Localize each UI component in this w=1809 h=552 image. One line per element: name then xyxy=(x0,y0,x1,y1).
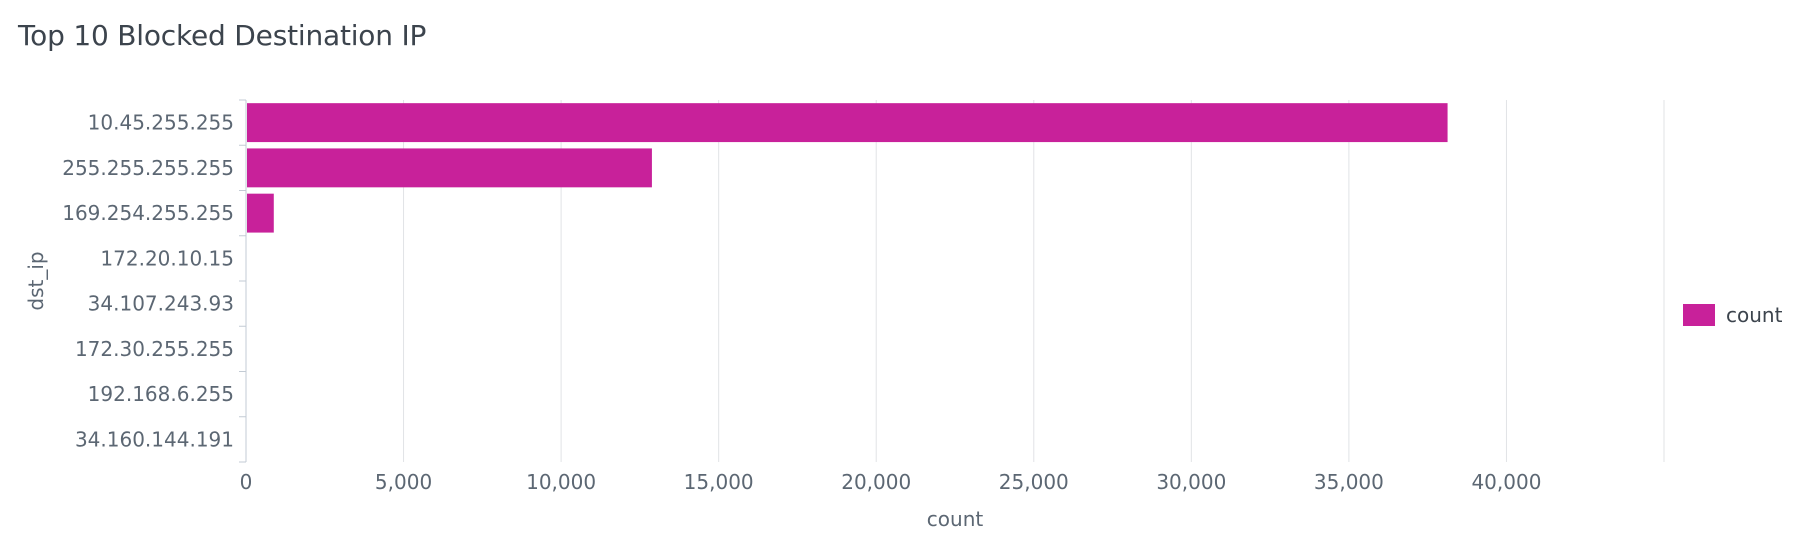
x-tick-label: 25,000 xyxy=(999,470,1069,494)
bar[interactable] xyxy=(247,103,1448,143)
x-tick-label: 20,000 xyxy=(841,470,911,494)
legend-swatch xyxy=(1683,304,1715,326)
y-tick-label: 255.255.255.255 xyxy=(62,156,234,180)
bar[interactable] xyxy=(247,193,274,233)
y-tick-label: 169.254.255.255 xyxy=(62,201,234,225)
bar[interactable] xyxy=(247,148,652,188)
y-tick-label: 34.107.243.93 xyxy=(88,292,234,316)
legend-label: count xyxy=(1726,303,1783,327)
y-tick-label: 34.160.144.191 xyxy=(75,427,234,451)
y-tick-label: 10.45.255.255 xyxy=(88,111,234,135)
y-axis: 10.45.255.255 255.255.255.255 169.254.255.… xyxy=(62,99,247,463)
x-tick-label: 30,000 xyxy=(1156,470,1226,494)
y-tick-label: 172.30.255.255 xyxy=(75,337,234,361)
x-tick-label: 0 xyxy=(240,470,253,494)
bars xyxy=(247,103,1448,233)
x-axis-title: count xyxy=(927,507,984,531)
y-tick-label: 172.20.10.15 xyxy=(100,246,234,270)
x-tick-label: 40,000 xyxy=(1471,470,1541,494)
legend[interactable]: count xyxy=(1683,303,1783,327)
x-tick-label: 15,000 xyxy=(684,470,754,494)
x-tick-label: 10,000 xyxy=(526,470,596,494)
y-tick-label: 192.168.6.255 xyxy=(88,382,234,406)
x-tick-label: 35,000 xyxy=(1314,470,1384,494)
x-axis: 0 5,000 10,000 15,000 20,000 25,000 30,000 35,0… xyxy=(240,470,1542,494)
y-axis-title: dst_ip xyxy=(24,251,48,310)
chart-title: Top 10 Blocked Destination IP xyxy=(18,19,427,52)
x-tick-label: 5,000 xyxy=(375,470,432,494)
